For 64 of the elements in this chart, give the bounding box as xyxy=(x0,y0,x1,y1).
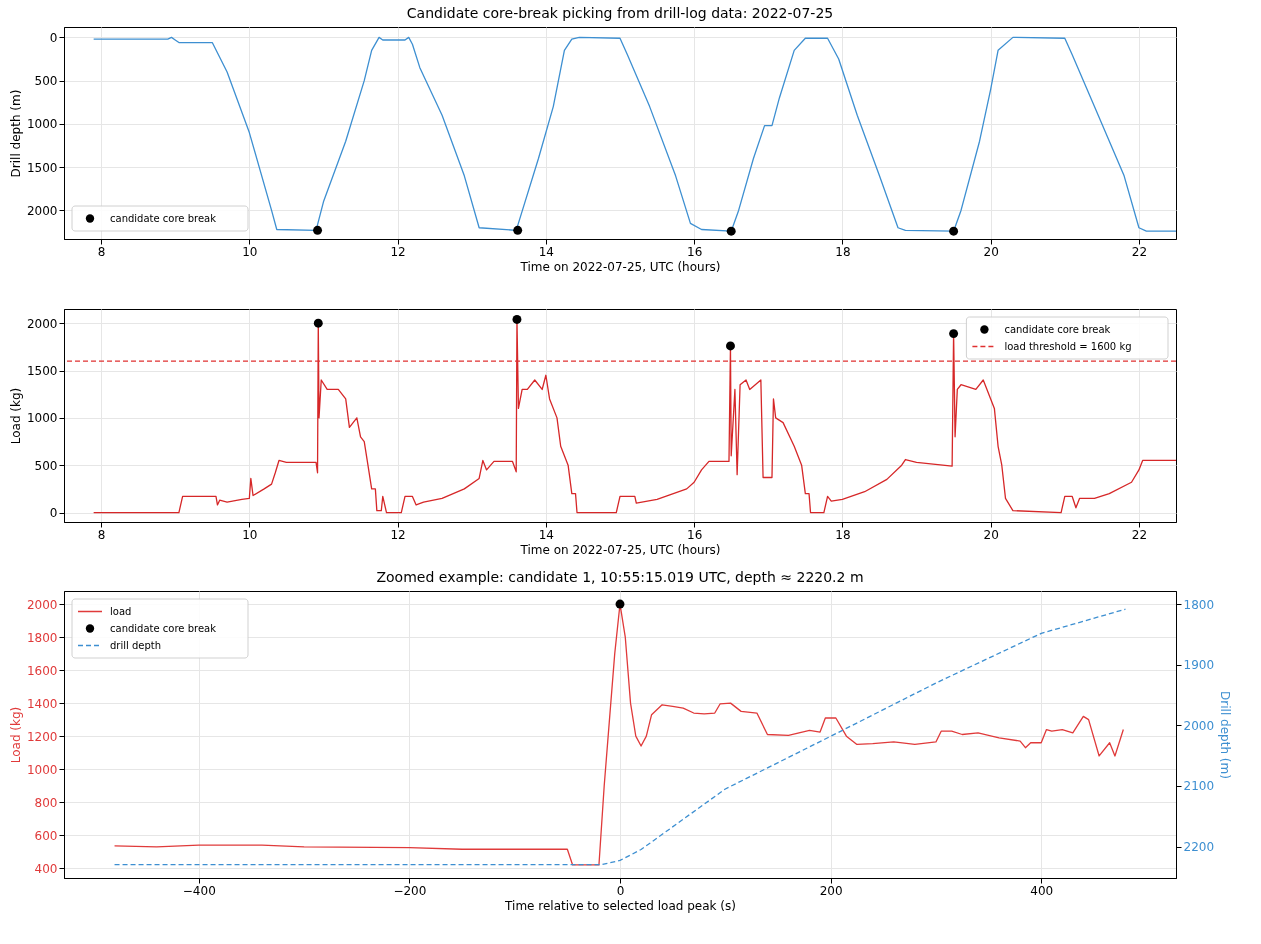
y2-tick-label: 1900 xyxy=(1183,658,1215,673)
x-tick-label: 0 xyxy=(616,883,625,898)
x-axis-title: Time relative to selected load peak (s) xyxy=(504,898,736,913)
x-tick-label: 400 xyxy=(1030,883,1054,898)
x-tick-label: 14 xyxy=(538,527,555,542)
x-axis-title: Time on 2022-07-25, UTC (hours) xyxy=(519,542,721,557)
point xyxy=(725,341,735,351)
y-axis-title: Load (kg) xyxy=(8,706,23,764)
y-axis-title: Drill depth (m) xyxy=(8,89,23,178)
legend-label: drill depth xyxy=(110,639,162,651)
x-tick-label: 10 xyxy=(242,244,258,259)
legend-label: candidate core break xyxy=(1004,323,1111,335)
y-tick-label: 1500 xyxy=(26,160,58,175)
legend-label: load threshold = 1600 kg xyxy=(1004,340,1132,352)
legend-label: load xyxy=(110,605,132,617)
x-tick-label: 20 xyxy=(983,244,999,259)
y-tick-label: 800 xyxy=(34,795,58,810)
x-tick-label: 18 xyxy=(835,244,851,259)
y-tick-label: 600 xyxy=(34,828,58,843)
legend-label: candidate core break xyxy=(110,212,217,224)
y-tick-label: 1000 xyxy=(26,117,58,132)
x-tick-label: 16 xyxy=(686,244,703,259)
y-axis-title: Load (kg) xyxy=(8,387,23,445)
x-tick-label: 8 xyxy=(97,244,106,259)
y-tick-label: 500 xyxy=(34,74,58,89)
y-tick-label: 1800 xyxy=(26,630,58,645)
y-tick-label: 1500 xyxy=(26,364,58,379)
x-tick-label: 10 xyxy=(242,527,258,542)
y-tick-label: 2000 xyxy=(26,597,58,612)
y-tick-label: 1000 xyxy=(26,411,58,426)
point xyxy=(512,314,522,324)
y2-axis-title: Drill depth (m) xyxy=(1218,691,1233,779)
x-tick-label: 16 xyxy=(686,527,703,542)
x-tick-label: 200 xyxy=(819,883,843,898)
x-tick-label: −200 xyxy=(393,883,427,898)
y-tick-label: 400 xyxy=(34,861,58,876)
y2-tick-label: 2100 xyxy=(1183,779,1215,794)
y2-tick-label: 1800 xyxy=(1183,597,1215,612)
legend-label: candidate core break xyxy=(110,622,217,634)
y2-tick-label: 2200 xyxy=(1183,840,1215,855)
point xyxy=(313,318,323,328)
x-tick-label: 12 xyxy=(390,527,406,542)
y-tick-label: 0 xyxy=(49,30,58,45)
y-tick-label: 2000 xyxy=(26,316,58,331)
y-tick-label: 1400 xyxy=(26,696,58,711)
x-tick-label: 22 xyxy=(1131,527,1148,542)
y-tick-label: 0 xyxy=(49,506,58,521)
y2-tick-label: 2000 xyxy=(1183,718,1215,733)
chart-title: Candidate core-break picking from drill-log data: 2022-07-25 xyxy=(406,5,834,21)
x-axis-title: Time on 2022-07-25, UTC (hours) xyxy=(519,259,721,274)
y-tick-label: 1600 xyxy=(26,663,58,678)
point xyxy=(949,329,959,339)
x-tick-label: 18 xyxy=(835,527,851,542)
x-tick-label: 14 xyxy=(538,244,555,259)
x-tick-label: 20 xyxy=(983,527,999,542)
y-tick-label: 1200 xyxy=(26,729,58,744)
x-tick-label: 8 xyxy=(97,527,106,542)
y-tick-label: 2000 xyxy=(26,203,58,218)
y-tick-label: 1000 xyxy=(26,762,58,777)
x-tick-label: 12 xyxy=(390,244,406,259)
x-tick-label: 22 xyxy=(1131,244,1148,259)
y-tick-label: 500 xyxy=(34,458,58,473)
x-tick-label: −400 xyxy=(182,883,216,898)
chart-title: Zoomed example: candidate 1, 10:55:15.019 UTC, depth ≈ 2220.2 m xyxy=(376,569,864,585)
